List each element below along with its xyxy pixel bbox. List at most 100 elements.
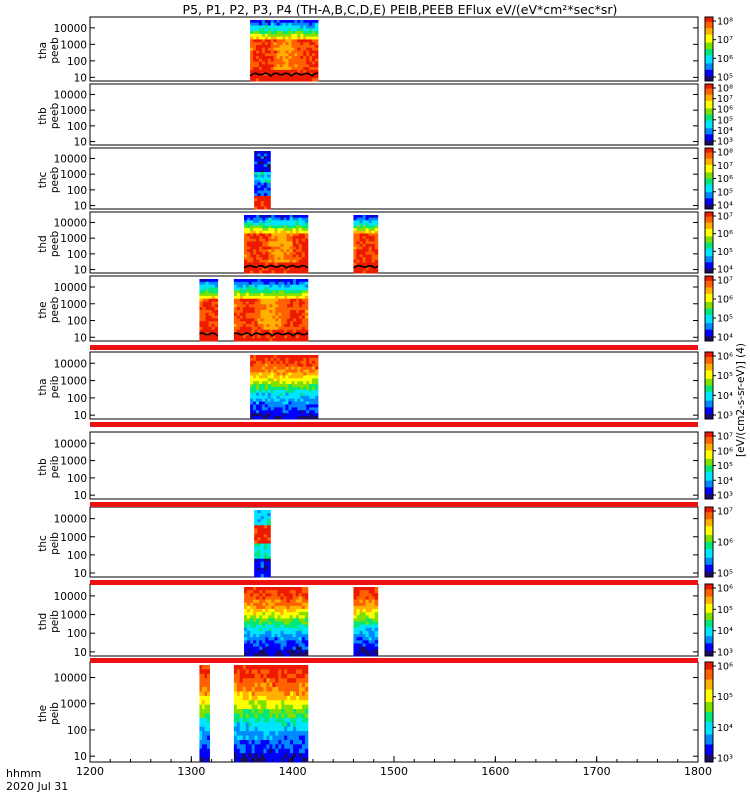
- spectrogram-cell: [371, 608, 376, 613]
- spectrogram-cell: [254, 187, 258, 191]
- spectrogram-cell: [353, 233, 357, 237]
- colorbar-step: [705, 568, 713, 571]
- spectrogram-cell: [295, 244, 300, 248]
- spectrogram-cell: [254, 709, 258, 714]
- spectrogram-cell: [272, 744, 276, 750]
- spectrogram-cell: [236, 338, 241, 342]
- y-tick-label: 1000: [60, 376, 87, 388]
- spectrogram-cell: [264, 56, 269, 60]
- spectrogram-cell: [368, 225, 373, 229]
- spectrogram-cell: [286, 624, 291, 629]
- spectrogram-cell: [199, 669, 203, 675]
- spectrogram-cell: [287, 669, 291, 675]
- spectrogram-cell: [298, 652, 303, 657]
- spectrogram-cell: [263, 735, 267, 741]
- spectrogram-cell: [356, 612, 360, 616]
- colorbar-step: [705, 154, 713, 157]
- spectrogram-cell: [267, 522, 271, 526]
- colorbar-step: [705, 158, 713, 161]
- spectrogram-cell: [353, 587, 357, 591]
- spectrogram-cell: [281, 279, 285, 283]
- spectrogram-cell: [282, 69, 286, 74]
- spectrogram-cell: [283, 215, 287, 219]
- colorbar-step: [705, 639, 713, 642]
- spectrogram-cell: [267, 177, 271, 181]
- spectrogram-cell: [266, 735, 270, 741]
- spectrogram-cell: [264, 392, 269, 397]
- spectrogram-cell: [365, 233, 370, 237]
- spectrogram-cell: [269, 307, 273, 311]
- spectrogram-cell: [359, 230, 363, 234]
- spectrogram-cell: [306, 20, 310, 24]
- colorbar-step: [705, 629, 713, 632]
- spectrogram-cell: [287, 307, 291, 311]
- spectrogram-cell: [244, 267, 248, 271]
- spectrogram-cell: [251, 304, 256, 308]
- spectrogram-cell: [264, 381, 269, 385]
- spectrogram-cell: [362, 608, 367, 613]
- spectrogram-cell: [281, 301, 285, 305]
- spectrogram-cell: [301, 249, 306, 253]
- spectrogram-cell: [315, 36, 319, 40]
- spectrogram-cell: [365, 637, 370, 641]
- spectrogram-cell: [303, 22, 307, 26]
- spectrogram-cell: [260, 678, 264, 684]
- spectrogram-cell: [253, 392, 257, 397]
- spectrogram-cell: [254, 158, 258, 162]
- spectrogram-cell: [286, 605, 291, 610]
- spectrogram-cell: [204, 673, 208, 679]
- spectrogram-cell: [205, 335, 209, 339]
- spectrogram-cell: [262, 599, 266, 604]
- spectrogram-cell: [286, 637, 291, 641]
- spectrogram-cell: [199, 682, 203, 688]
- colorbar-step: [705, 233, 713, 236]
- spectrogram-cell: [365, 649, 370, 654]
- spectrogram-cell: [199, 312, 203, 317]
- spectrogram-cell: [256, 627, 260, 632]
- colorbar-step: [705, 39, 713, 42]
- colorbar-tick-label: 10⁸: [717, 148, 733, 159]
- spectrogram-cell: [204, 748, 208, 754]
- spectrogram-cell: [283, 605, 287, 610]
- spectrogram-cell: [276, 78, 281, 82]
- spectrogram-cell: [256, 267, 260, 271]
- spectrogram-cell: [292, 236, 297, 240]
- spectrogram-cell: [272, 321, 276, 325]
- spectrogram-cell: [353, 630, 357, 635]
- spectrogram-cell: [233, 669, 238, 675]
- colorbar-step: [705, 212, 713, 214]
- spectrogram-cell: [267, 64, 272, 68]
- colorbar-step: [705, 186, 713, 189]
- spectrogram-cell: [301, 722, 306, 728]
- spectrogram-cell: [300, 389, 304, 394]
- spectrogram-cell: [273, 369, 278, 373]
- spectrogram-cell: [251, 293, 256, 297]
- spectrogram-cell: [298, 630, 303, 635]
- spectrogram-cell: [250, 375, 254, 379]
- spectrogram-cell: [257, 731, 261, 736]
- spectrogram-cell: [256, 262, 260, 266]
- spectrogram-cell: [286, 646, 291, 651]
- spectrogram-cell: [264, 357, 269, 362]
- spectrogram-cell: [285, 53, 289, 57]
- spectrogram-cell: [258, 61, 263, 65]
- spectrogram-cell: [247, 215, 251, 219]
- spectrogram-cell: [271, 621, 275, 626]
- spectrogram-cell: [199, 301, 203, 305]
- colorbar-step: [705, 526, 713, 529]
- spectrogram-cell: [254, 525, 258, 529]
- spectrogram-cell: [261, 416, 266, 420]
- spectrogram-cell: [287, 691, 291, 697]
- spectrogram-cell: [264, 64, 269, 68]
- spectrogram-cell: [297, 378, 301, 382]
- colorbar-tick-label: 10⁵: [717, 115, 733, 126]
- spectrogram-cell: [286, 608, 291, 613]
- spectrogram-cell: [312, 366, 316, 370]
- spectrogram-cell: [276, 39, 281, 43]
- y-axis-label-instrument: peeb: [49, 167, 61, 194]
- colorbar-step: [705, 198, 713, 201]
- spectrogram-cell: [280, 640, 284, 644]
- spectrogram-cell: [267, 206, 271, 210]
- spectrogram-cell: [368, 630, 373, 635]
- spectrogram-cell: [287, 735, 291, 741]
